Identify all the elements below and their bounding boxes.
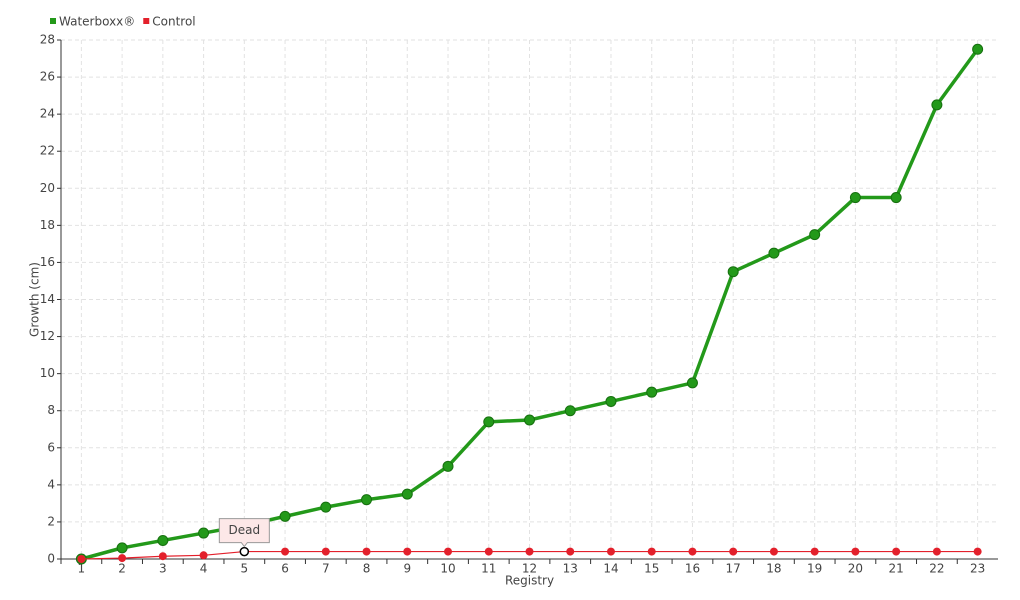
data-point bbox=[279, 510, 291, 522]
tooltip-box bbox=[218, 518, 270, 548]
legend-swatch bbox=[143, 18, 150, 24]
data-point bbox=[403, 547, 412, 556]
data-point bbox=[157, 534, 169, 546]
x-tick-label: 22 bbox=[929, 562, 944, 576]
data-point bbox=[564, 405, 576, 417]
data-point bbox=[524, 414, 535, 426]
x-tick-label: 3 bbox=[159, 562, 167, 576]
data-point bbox=[932, 547, 941, 556]
data-point bbox=[646, 386, 658, 398]
x-tick-label: 9 bbox=[403, 562, 411, 576]
x-tick-label: 2 bbox=[118, 562, 126, 576]
data-point bbox=[401, 488, 413, 500]
x-tick-label: 7 bbox=[322, 562, 330, 576]
y-tick-label: 12 bbox=[40, 329, 55, 343]
x-tick-label: 12 bbox=[522, 562, 537, 576]
y-axis-title: Growth (cm) bbox=[28, 262, 42, 337]
data-point bbox=[892, 547, 901, 556]
data-point bbox=[442, 460, 454, 472]
x-tick-label: 17 bbox=[726, 562, 741, 576]
data-point bbox=[768, 247, 780, 259]
data-point bbox=[849, 192, 861, 204]
data-point bbox=[647, 547, 656, 556]
data-point bbox=[484, 547, 493, 556]
data-point bbox=[890, 192, 902, 204]
y-tick-label: 8 bbox=[47, 403, 55, 417]
data-point bbox=[199, 551, 208, 560]
y-tick-label: 20 bbox=[40, 181, 55, 195]
data-point bbox=[321, 547, 330, 556]
data-point bbox=[851, 547, 860, 556]
x-tick-label: 21 bbox=[889, 562, 904, 576]
data-point bbox=[118, 554, 127, 563]
data-point bbox=[281, 547, 290, 556]
data-point bbox=[158, 552, 167, 561]
data-point bbox=[525, 547, 534, 556]
y-tick-label: 28 bbox=[40, 33, 55, 47]
x-tick-label: 23 bbox=[970, 562, 985, 576]
y-tick-label: 16 bbox=[40, 255, 55, 269]
x-tick-label: 1 bbox=[78, 562, 86, 576]
data-point bbox=[606, 547, 615, 556]
data-point bbox=[727, 266, 739, 278]
annotation: Dead bbox=[229, 523, 261, 537]
data-point bbox=[931, 99, 943, 111]
legend-label: Control bbox=[152, 15, 195, 29]
data-point bbox=[605, 395, 617, 407]
y-tick-label: 6 bbox=[47, 440, 55, 454]
data-point bbox=[116, 542, 128, 554]
x-tick-label: 5 bbox=[241, 562, 249, 576]
x-tick-label: 20 bbox=[848, 562, 863, 576]
x-tick-label: 15 bbox=[644, 562, 659, 576]
data-point bbox=[566, 547, 575, 556]
data-point bbox=[809, 229, 821, 241]
y-tick-label: 0 bbox=[47, 552, 55, 566]
legend-label: Waterboxx® bbox=[59, 15, 135, 29]
y-tick-label: 4 bbox=[47, 477, 55, 491]
y-tick-label: 14 bbox=[40, 292, 55, 306]
data-point bbox=[972, 43, 984, 55]
x-tick-label: 11 bbox=[481, 562, 496, 576]
x-tick-label: 4 bbox=[200, 562, 208, 576]
data-point bbox=[686, 377, 698, 389]
data-point bbox=[361, 494, 373, 506]
x-tick-label: 13 bbox=[563, 562, 578, 576]
data-point bbox=[320, 501, 332, 513]
y-tick-label: 26 bbox=[40, 70, 55, 84]
y-tick-label: 24 bbox=[40, 107, 55, 121]
legend-swatch bbox=[50, 18, 56, 24]
x-axis-title: Registry bbox=[505, 574, 554, 588]
x-tick-label: 19 bbox=[807, 562, 822, 576]
y-tick-label: 10 bbox=[40, 366, 55, 380]
data-point bbox=[729, 547, 738, 556]
x-tick-label: 8 bbox=[363, 562, 371, 576]
data-point bbox=[198, 527, 210, 539]
y-tick-label: 22 bbox=[40, 144, 55, 158]
data-point bbox=[769, 547, 778, 556]
x-tick-label: 6 bbox=[281, 562, 289, 576]
data-point bbox=[239, 546, 250, 557]
x-tick-label: 10 bbox=[440, 562, 455, 576]
data-point bbox=[810, 547, 819, 556]
y-tick-label: 2 bbox=[47, 514, 55, 528]
x-tick-label: 18 bbox=[766, 562, 781, 576]
data-point bbox=[973, 547, 982, 556]
data-point bbox=[77, 555, 86, 563]
data-point bbox=[362, 547, 371, 556]
data-point bbox=[688, 547, 697, 556]
y-tick-label: 18 bbox=[40, 218, 55, 232]
data-point bbox=[444, 547, 453, 556]
x-tick-label: 16 bbox=[685, 562, 700, 576]
data-point bbox=[483, 416, 495, 428]
x-tick-label: 14 bbox=[603, 562, 618, 576]
